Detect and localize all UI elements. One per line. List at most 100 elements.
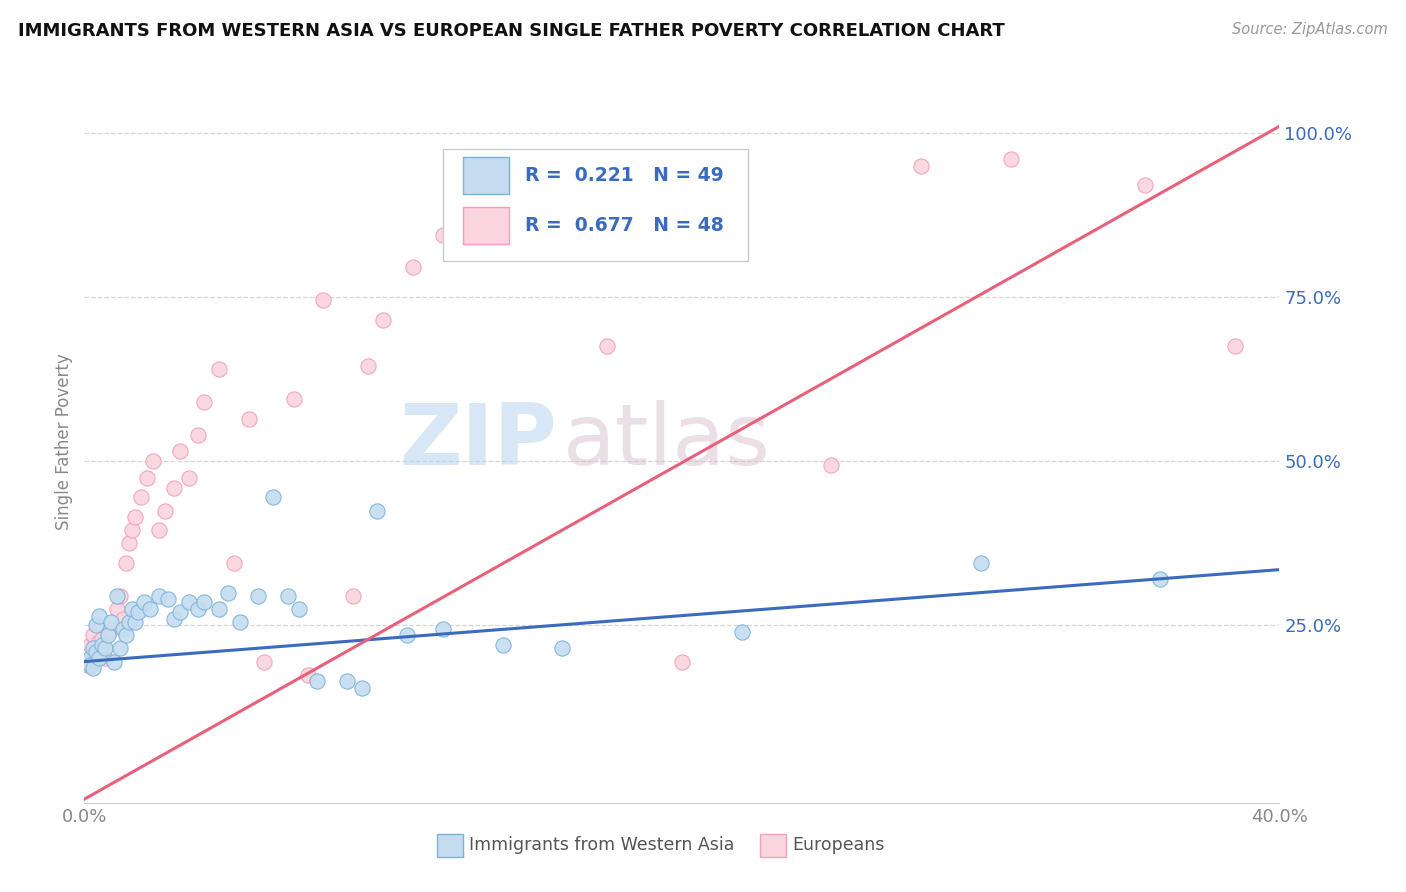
Point [222,556,245,570]
Point [127,605,149,619]
Point [163,612,186,626]
Point [82,641,104,656]
Point [153,503,176,517]
Point [103,655,125,669]
Point [79,638,101,652]
FancyBboxPatch shape [759,834,786,857]
Y-axis label: Single Father Poverty: Single Father Poverty [55,353,73,530]
Point [283,392,305,406]
Point [288,602,311,616]
Text: Source: ZipAtlas.com: Source: ZipAtlas.com [1232,22,1388,37]
Point [277,589,299,603]
Point [492,638,515,652]
Point [1133,178,1156,193]
Point [136,471,159,485]
Text: Immigrants from Western Asia: Immigrants from Western Asia [470,837,734,855]
FancyBboxPatch shape [437,834,463,857]
Point [336,674,359,689]
Point [79,655,101,669]
Point [79,657,101,672]
Point [402,260,425,275]
Text: atlas: atlas [562,400,770,483]
Point [432,622,454,636]
Point [193,395,215,409]
Point [352,681,374,695]
Point [121,523,143,537]
Point [89,608,111,623]
Point [142,454,165,468]
Text: R =  0.221   N = 49: R = 0.221 N = 49 [526,166,724,186]
Point [1000,152,1022,166]
Point [228,615,252,630]
Point [596,339,619,353]
Point [76,657,98,672]
Point [163,481,186,495]
Point [118,615,141,630]
Point [208,362,231,376]
Point [307,674,329,689]
Point [86,645,108,659]
Point [79,651,101,665]
Point [112,622,135,636]
Point [357,359,380,373]
Point [177,471,200,485]
Point [148,523,170,537]
Point [169,444,191,458]
Point [86,618,108,632]
Point [193,595,215,609]
Point [910,159,932,173]
Point [522,194,544,209]
Point [1149,573,1171,587]
Point [121,602,143,616]
FancyBboxPatch shape [443,149,748,260]
Point [238,411,260,425]
Point [105,589,128,603]
Point [217,585,239,599]
Point [100,622,122,636]
Point [373,313,395,327]
Point [115,628,138,642]
FancyBboxPatch shape [463,207,509,244]
Text: ZIP: ZIP [399,400,557,483]
Point [89,651,111,665]
Point [76,655,98,669]
Point [157,592,180,607]
Point [396,628,419,642]
Point [91,632,114,646]
Point [118,536,141,550]
FancyBboxPatch shape [463,157,509,194]
Point [97,625,120,640]
Point [110,589,132,603]
Point [820,458,842,472]
Point [461,214,484,228]
Point [105,602,128,616]
Point [432,227,454,242]
Text: IMMIGRANTS FROM WESTERN ASIA VS EUROPEAN SINGLE FATHER POVERTY CORRELATION CHART: IMMIGRANTS FROM WESTERN ASIA VS EUROPEAN… [18,22,1005,40]
Point [148,589,170,603]
Point [97,628,120,642]
Point [129,491,152,505]
Point [1223,339,1246,353]
Point [100,615,122,630]
Point [246,589,269,603]
Point [187,602,209,616]
Point [91,638,114,652]
Text: R =  0.677   N = 48: R = 0.677 N = 48 [526,216,724,235]
Point [89,635,111,649]
Point [112,612,135,626]
Point [671,655,693,669]
Point [86,645,108,659]
Point [187,428,209,442]
Point [82,661,104,675]
Point [132,595,156,609]
Point [115,556,138,570]
Point [94,641,117,656]
Point [262,491,284,505]
Point [139,602,162,616]
Point [970,556,993,570]
Point [169,605,191,619]
Point [312,293,335,308]
Point [297,667,319,681]
Point [253,655,276,669]
Point [110,641,132,656]
